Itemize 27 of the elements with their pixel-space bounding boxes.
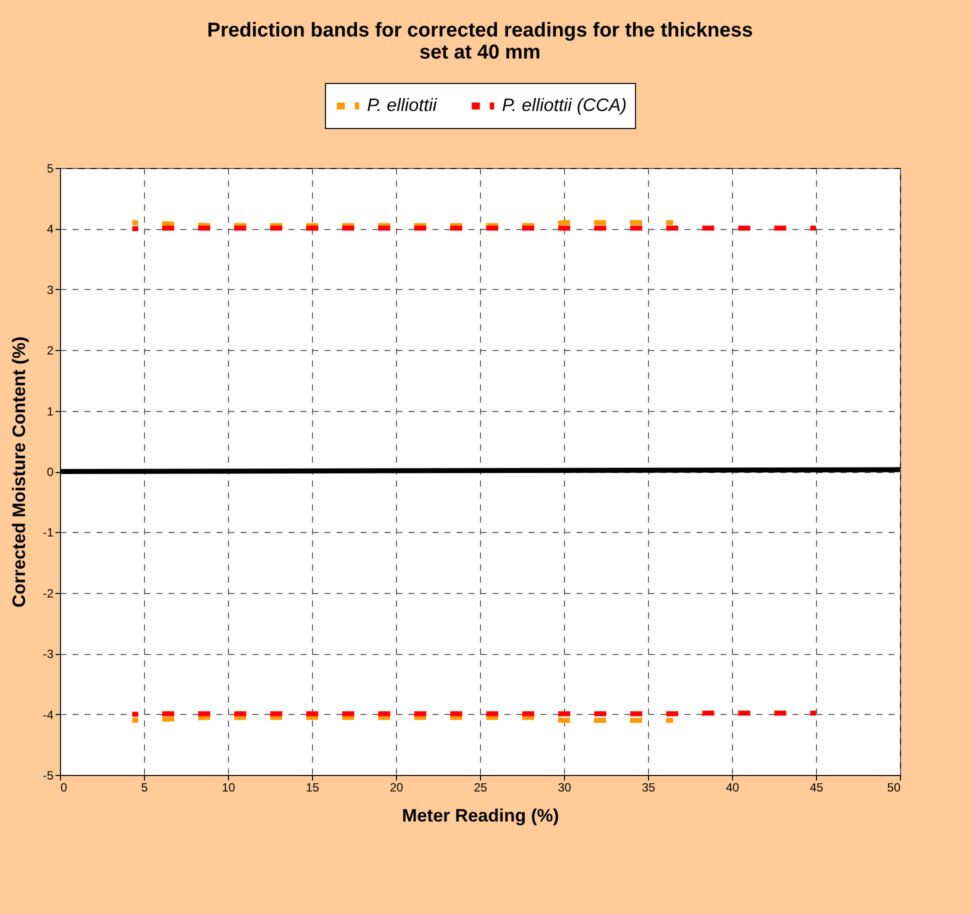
y-tick-label: -4 <box>42 708 54 722</box>
x-tick-label: 5 <box>141 780 148 794</box>
x-axis-title: Meter Reading (%) <box>402 806 560 826</box>
y-tick-label: 5 <box>46 162 54 176</box>
chart-title: Prediction bands for corrected readings for the thickness set at 40 mm <box>207 20 753 64</box>
y-tick-label: -2 <box>42 586 54 600</box>
y-tick-label: -1 <box>42 526 54 540</box>
legend-label: P. elliottii (CCA) <box>502 95 627 115</box>
x-tick-label: 35 <box>642 780 656 794</box>
y-tick-label: 3 <box>46 282 54 297</box>
legend-label: P. elliottii <box>367 95 438 115</box>
y-tick-label: 4 <box>46 222 54 236</box>
x-tick-label: 40 <box>726 780 740 794</box>
y-tick-label: 1 <box>46 404 54 418</box>
x-tick-label: 30 <box>558 780 572 794</box>
x-tick-label: 20 <box>390 780 404 794</box>
y-axis-title: Corrected Moisture Content (%) <box>8 336 29 608</box>
y-tick-label: -3 <box>42 647 54 662</box>
x-tick-label: 0 <box>60 780 68 794</box>
x-tick-label: 15 <box>306 780 320 794</box>
y-tick-label: 0 <box>46 465 54 479</box>
y-tick-label: 2 <box>46 344 54 358</box>
x-tick-label: 10 <box>222 780 236 794</box>
y-tick-label: -5 <box>42 768 54 782</box>
x-tick-label: 50 <box>887 780 901 794</box>
x-tick-label: 45 <box>810 780 824 794</box>
x-tick-label: 25 <box>474 780 488 794</box>
